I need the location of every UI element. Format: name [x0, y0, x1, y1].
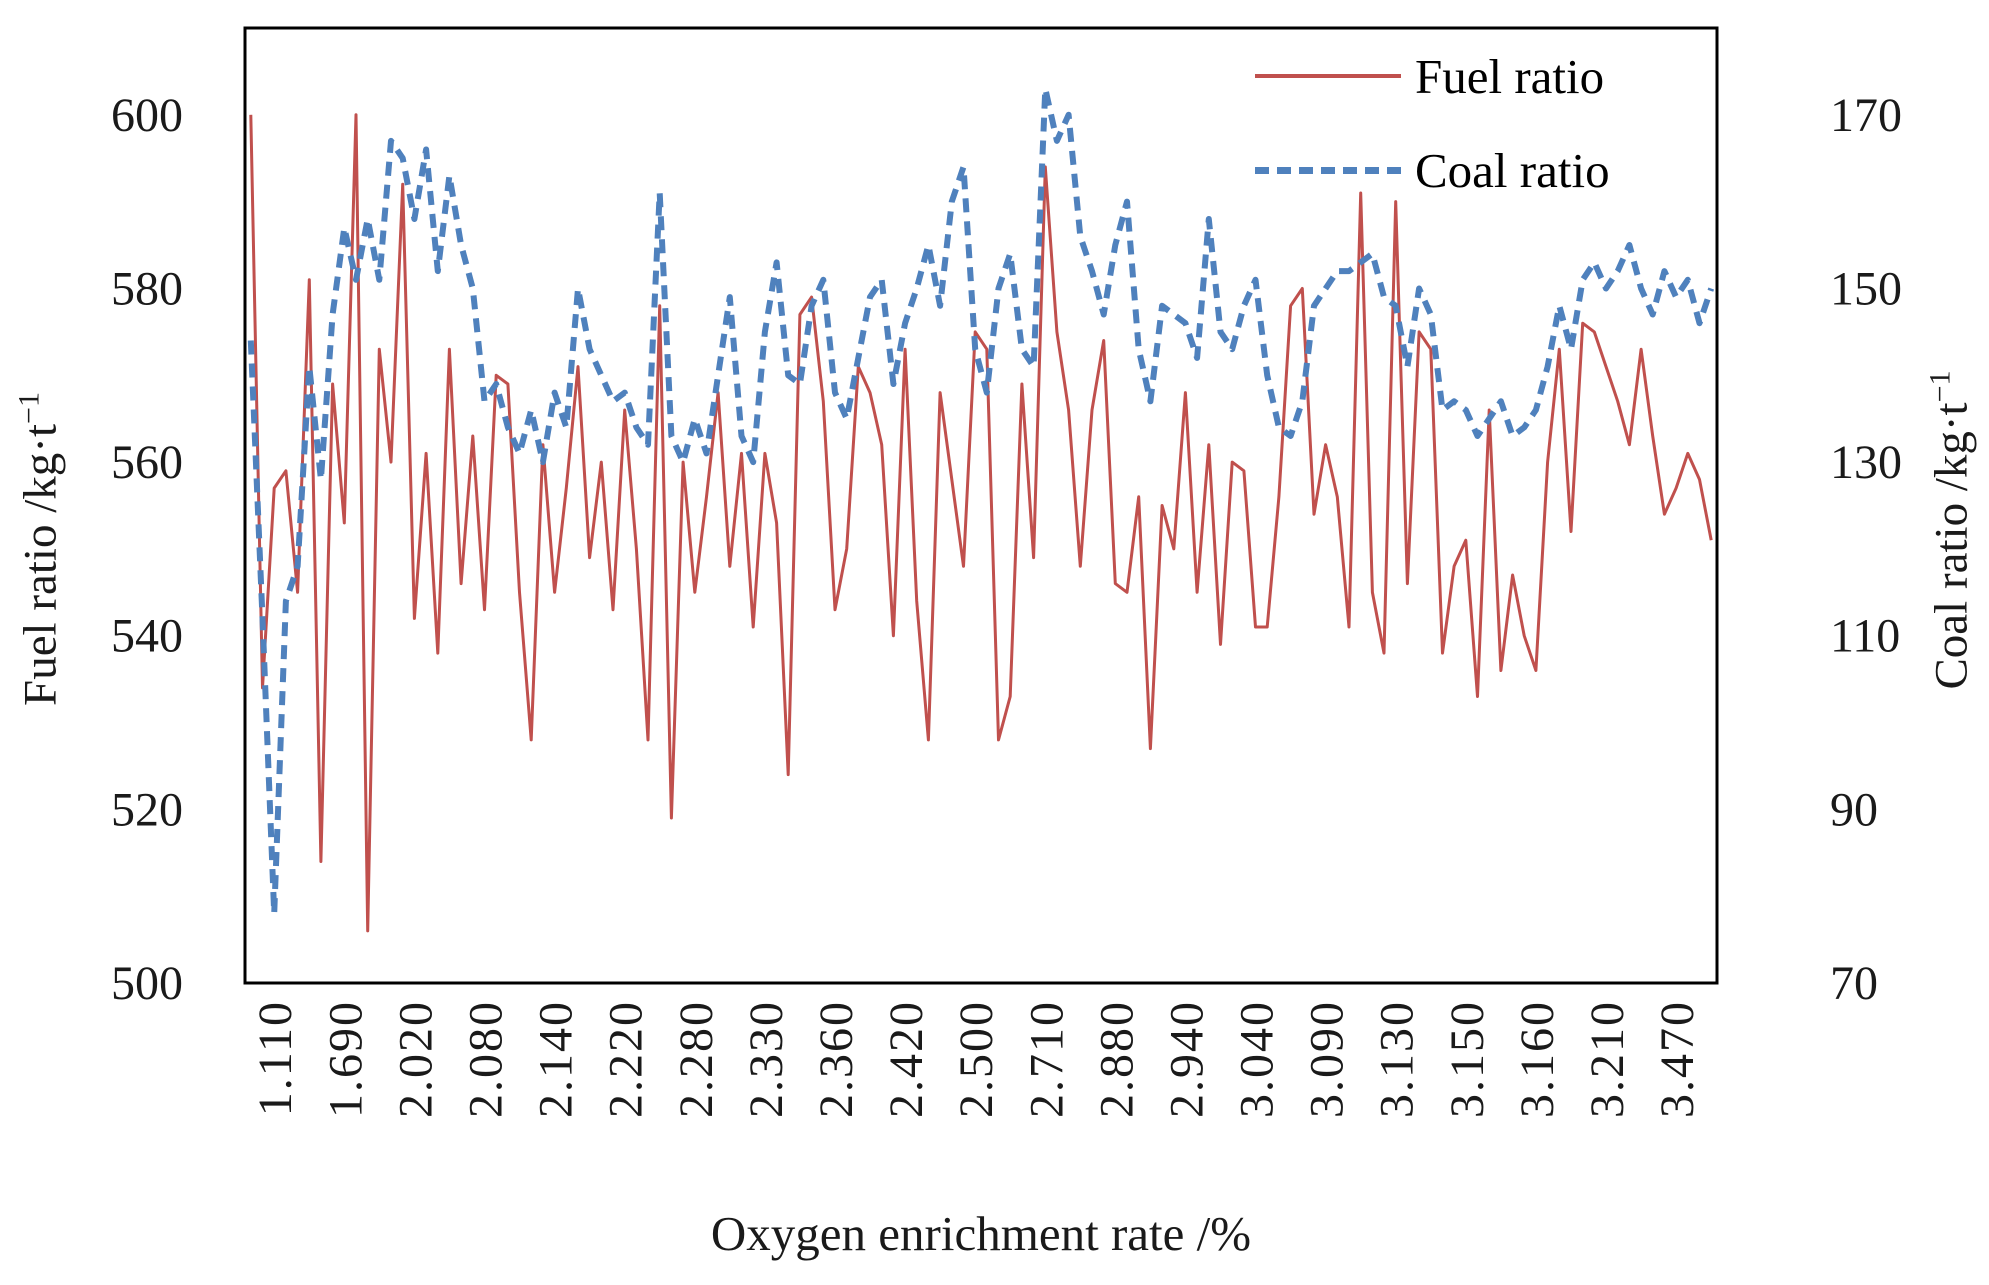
- x-axis-tick-label: 2.940: [1160, 1000, 1213, 1118]
- x-axis-tick-label: 2.330: [740, 1000, 793, 1118]
- x-axis-tick-label: 2.020: [389, 1000, 442, 1118]
- fuel-ratio-line-swatch: [1255, 74, 1401, 78]
- x-axis-tick-label: 3.040: [1231, 1000, 1284, 1118]
- left-axis-tick-label: 540: [111, 610, 183, 663]
- right-axis-tick-label: 150: [1830, 262, 1902, 315]
- x-axis-tick-label: 2.710: [1020, 1000, 1073, 1118]
- coal-ratio-line: [247, 85, 1715, 917]
- plot-border: [243, 26, 1719, 985]
- right-axis-tick-label: 90: [1830, 783, 1878, 836]
- x-axis-tick-label: 3.160: [1511, 1000, 1564, 1118]
- left-axis-title: Fuel ratio /kg·t−1: [12, 392, 67, 706]
- coal-ratio-line-swatch: [1255, 166, 1401, 174]
- legend-item-coal-ratio: Coal ratio: [1255, 134, 1735, 206]
- legend-label-fuel-ratio: Fuel ratio: [1415, 48, 1605, 104]
- left-axis-tick-label: 500: [111, 957, 183, 1010]
- legend-label-coal-ratio: Coal ratio: [1415, 142, 1610, 198]
- left-axis-tick-label: 600: [111, 89, 183, 142]
- x-axis-tick-label: 3.210: [1581, 1000, 1634, 1118]
- left-axis-tick-label: 520: [111, 783, 183, 836]
- x-axis-tick-label: 1.690: [319, 1000, 372, 1118]
- x-axis-tick-label: 3.130: [1371, 1000, 1424, 1118]
- x-axis-tick-label: 2.080: [459, 1000, 512, 1118]
- right-axis-tick-label: 70: [1830, 957, 1878, 1010]
- x-axis-tick-label: 3.470: [1651, 1000, 1704, 1118]
- x-axis-tick-label: 3.090: [1301, 1000, 1354, 1118]
- legend-item-fuel-ratio: Fuel ratio: [1255, 40, 1735, 112]
- right-axis-tick-label: 130: [1830, 436, 1902, 489]
- x-axis-tick-label: 2.360: [810, 1000, 863, 1118]
- right-axis-tick-label: 110: [1830, 610, 1900, 663]
- x-axis-tick-label: 2.220: [600, 1000, 653, 1118]
- legend: Fuel ratio Coal ratio: [1255, 40, 1735, 228]
- x-axis-tick-label: 2.880: [1090, 1000, 1143, 1118]
- x-axis-tick-label: 2.500: [950, 1000, 1003, 1118]
- x-axis-tick-label: 1.110: [249, 1000, 302, 1116]
- x-axis-tick-label: 2.140: [530, 1000, 583, 1118]
- x-axis-tick-label: 3.150: [1441, 1000, 1494, 1118]
- fuel-ratio-line: [249, 113, 1713, 933]
- x-axis-tick-label: 2.280: [670, 1000, 723, 1118]
- right-axis-title: Coal ratio /kg·t−1: [1923, 370, 1978, 690]
- left-axis-tick-label: 580: [111, 262, 183, 315]
- left-axis-tick-label: 560: [111, 436, 183, 489]
- x-axis-title: Oxygen enrichment rate /%: [710, 1206, 1252, 1261]
- x-axis-tick-label: 2.420: [880, 1000, 933, 1118]
- right-axis-tick-label: 170: [1830, 89, 1902, 142]
